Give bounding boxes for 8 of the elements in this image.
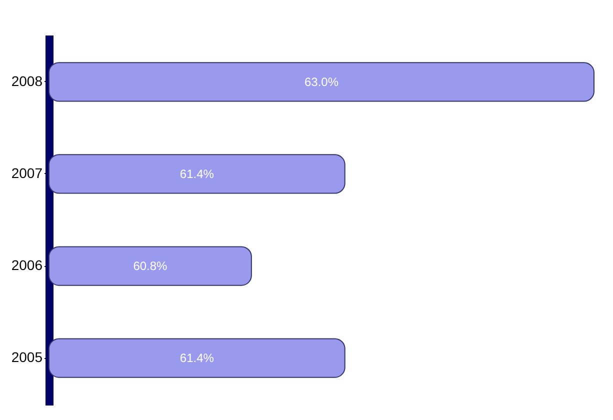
data-label: 60.8% [133, 259, 168, 274]
y-tick-label: 2007 [11, 164, 43, 181]
data-label: 61.4% [180, 351, 214, 366]
y-tick-label: 2005 [11, 349, 43, 366]
y-tick-label: 2008 [11, 72, 43, 89]
data-label: 63.0% [304, 74, 339, 89]
data-label: 61.4% [180, 166, 214, 181]
y-tick-label: 2006 [11, 257, 43, 274]
